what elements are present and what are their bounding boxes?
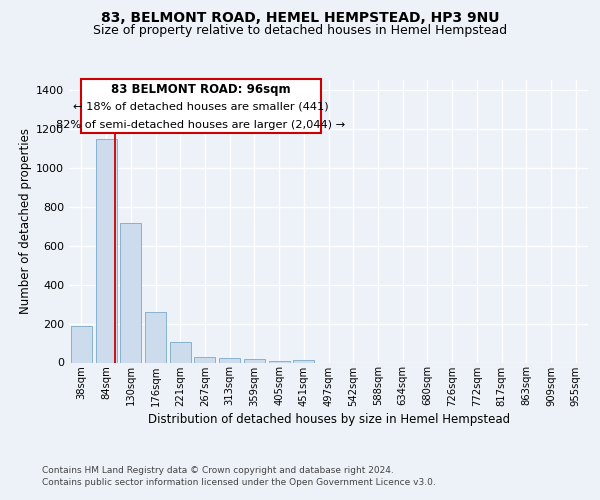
Bar bbox=[219, 358, 240, 362]
Bar bbox=[95, 140, 116, 362]
Bar bbox=[194, 356, 215, 362]
Text: 82% of semi-detached houses are larger (2,044) →: 82% of semi-detached houses are larger (… bbox=[56, 120, 346, 130]
Text: Distribution of detached houses by size in Hemel Hempstead: Distribution of detached houses by size … bbox=[148, 412, 510, 426]
Bar bbox=[120, 223, 141, 362]
Y-axis label: Number of detached properties: Number of detached properties bbox=[19, 128, 32, 314]
Text: 83, BELMONT ROAD, HEMEL HEMPSTEAD, HP3 9NU: 83, BELMONT ROAD, HEMEL HEMPSTEAD, HP3 9… bbox=[101, 11, 499, 25]
Bar bbox=[244, 359, 265, 362]
Bar bbox=[170, 342, 191, 362]
Text: 83 BELMONT ROAD: 96sqm: 83 BELMONT ROAD: 96sqm bbox=[111, 84, 291, 96]
Bar bbox=[145, 312, 166, 362]
Text: Contains HM Land Registry data © Crown copyright and database right 2024.: Contains HM Land Registry data © Crown c… bbox=[42, 466, 394, 475]
Bar bbox=[293, 360, 314, 362]
Text: Size of property relative to detached houses in Hemel Hempstead: Size of property relative to detached ho… bbox=[93, 24, 507, 37]
Text: ← 18% of detached houses are smaller (441): ← 18% of detached houses are smaller (44… bbox=[73, 102, 329, 112]
Bar bbox=[71, 326, 92, 362]
Bar bbox=[269, 360, 290, 362]
Text: Contains public sector information licensed under the Open Government Licence v3: Contains public sector information licen… bbox=[42, 478, 436, 487]
